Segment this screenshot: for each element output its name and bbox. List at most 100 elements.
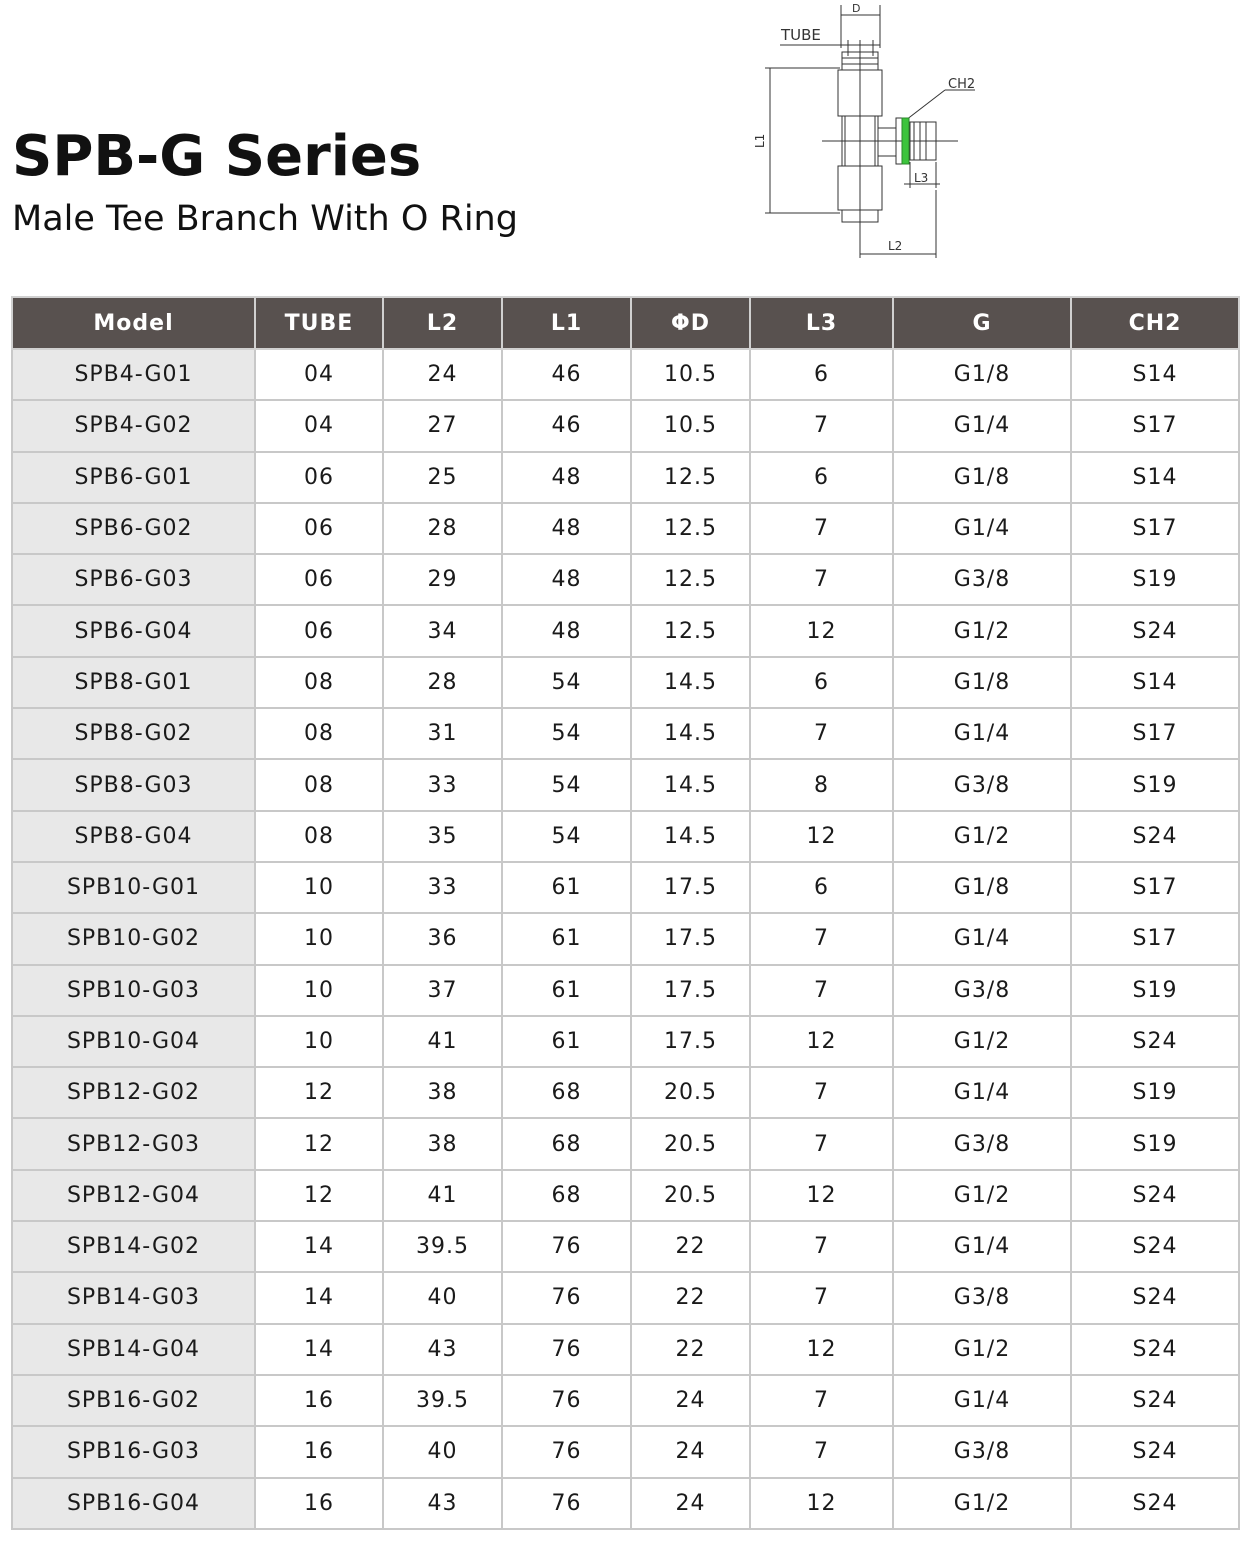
cell-l3: 7: [749, 1271, 894, 1325]
table-row: SPB8-G02 08 31 54 14.5 7 G1/4 S17: [11, 707, 1240, 761]
cell-model: SPB10-G02: [11, 912, 256, 966]
column-header-g: G: [892, 296, 1072, 350]
cell-l3: 12: [749, 1476, 894, 1530]
cell-od: 24: [630, 1425, 751, 1479]
label-l3: L3: [914, 171, 928, 185]
cell-ch2: S14: [1070, 655, 1240, 710]
cell-od: 22: [630, 1322, 751, 1376]
cell-l3: 7: [749, 1425, 894, 1479]
cell-l1: 61: [501, 1014, 632, 1069]
cell-g: G3/8: [892, 758, 1072, 812]
cell-l3: 6: [749, 347, 894, 402]
cell-tube: 06: [254, 501, 384, 556]
table-row: SPB12-G04 12 41 68 20.5 12 G1/2 S24: [11, 1168, 1240, 1223]
cell-model: SPB8-G02: [11, 707, 256, 761]
cell-g: G1/4: [892, 1220, 1072, 1274]
table-row: SPB16-G03 16 40 76 24 7 G3/8 S24: [11, 1425, 1240, 1479]
cell-ch2: S24: [1070, 1476, 1240, 1530]
cell-model: SPB16-G03: [11, 1425, 256, 1479]
cell-ch2: S24: [1070, 1014, 1240, 1069]
cell-l1: 76: [501, 1271, 632, 1325]
cell-g: G1/2: [892, 1322, 1072, 1376]
cell-tube: 12: [254, 1168, 384, 1223]
cell-g: G1/8: [892, 450, 1072, 504]
cell-od: 17.5: [630, 860, 751, 915]
cell-l1: 54: [501, 655, 632, 710]
cell-l2: 39.5: [382, 1373, 503, 1428]
table-row: SPB10-G01 10 33 61 17.5 6 G1/8 S17: [11, 860, 1240, 915]
cell-g: G1/2: [892, 1476, 1072, 1530]
cell-od: 10.5: [630, 347, 751, 402]
table-header-row: Model TUBE L2 L1 ΦD L3 G CH2: [11, 296, 1240, 350]
cell-tube: 10: [254, 860, 384, 915]
cell-od: 20.5: [630, 1066, 751, 1120]
table-row: SPB6-G01 06 25 48 12.5 6 G1/8 S14: [11, 450, 1240, 504]
cell-g: G1/2: [892, 604, 1072, 658]
cell-l1: 68: [501, 1066, 632, 1120]
cell-l3: 7: [749, 1220, 894, 1274]
cell-l2: 33: [382, 860, 503, 915]
cell-l2: 29: [382, 553, 503, 607]
column-header-ch2: CH2: [1070, 296, 1240, 350]
label-l1: L1: [753, 134, 767, 148]
cell-l2: 36: [382, 912, 503, 966]
cell-ch2: S19: [1070, 1066, 1240, 1120]
cell-ch2: S17: [1070, 399, 1240, 453]
cell-l1: 76: [501, 1425, 632, 1479]
spec-table: Model TUBE L2 L1 ΦD L3 G CH2 SPB4-G01 04 2…: [11, 296, 1240, 1530]
cell-l2: 34: [382, 604, 503, 658]
cell-l1: 54: [501, 707, 632, 761]
table-row: SPB14-G03 14 40 76 22 7 G3/8 S24: [11, 1271, 1240, 1325]
cell-l1: 46: [501, 347, 632, 402]
cell-od: 22: [630, 1220, 751, 1274]
cell-model: SPB6-G04: [11, 604, 256, 658]
cell-od: 14.5: [630, 707, 751, 761]
cell-l2: 25: [382, 450, 503, 504]
cell-tube: 16: [254, 1425, 384, 1479]
cell-model: SPB16-G02: [11, 1373, 256, 1428]
cell-model: SPB14-G03: [11, 1271, 256, 1325]
cell-l2: 24: [382, 347, 503, 402]
cell-g: G3/8: [892, 1117, 1072, 1171]
fitting-diagram: D TUBE CH2 G L1 L3 L2: [753, 2, 975, 258]
cell-g: G1/4: [892, 912, 1072, 966]
table-row: SPB4-G01 04 24 46 10.5 6 G1/8 S14: [11, 347, 1240, 402]
column-header-l3: L3: [749, 296, 894, 350]
cell-model: SPB12-G04: [11, 1168, 256, 1223]
cell-l3: 12: [749, 1168, 894, 1223]
cell-g: G1/2: [892, 1168, 1072, 1223]
table-row: SPB6-G02 06 28 48 12.5 7 G1/4 S17: [11, 501, 1240, 556]
cell-ch2: S14: [1070, 450, 1240, 504]
cell-model: SPB6-G01: [11, 450, 256, 504]
cell-model: SPB10-G01: [11, 860, 256, 915]
cell-l3: 6: [749, 860, 894, 915]
cell-tube: 06: [254, 450, 384, 504]
cell-tube: 04: [254, 347, 384, 402]
cell-ch2: S17: [1070, 912, 1240, 966]
table-row: SPB10-G04 10 41 61 17.5 12 G1/2 S24: [11, 1014, 1240, 1069]
table-row: SPB6-G03 06 29 48 12.5 7 G3/8 S19: [11, 553, 1240, 607]
cell-od: 10.5: [630, 399, 751, 453]
cell-tube: 08: [254, 809, 384, 863]
page-title: SPB-G Series: [12, 124, 422, 189]
cell-g: G1/2: [892, 1014, 1072, 1069]
table-row: SPB14-G02 14 39.5 76 22 7 G1/4 S24: [11, 1220, 1240, 1274]
cell-l2: 28: [382, 655, 503, 710]
cell-l2: 31: [382, 707, 503, 761]
cell-model: SPB6-G02: [11, 501, 256, 556]
cell-ch2: S24: [1070, 1168, 1240, 1223]
cell-l2: 38: [382, 1117, 503, 1171]
cell-od: 20.5: [630, 1117, 751, 1171]
cell-l1: 61: [501, 963, 632, 1017]
cell-l1: 61: [501, 860, 632, 915]
cell-l1: 61: [501, 912, 632, 966]
cell-od: 12.5: [630, 501, 751, 556]
cell-g: G1/8: [892, 655, 1072, 710]
cell-l3: 12: [749, 1322, 894, 1376]
cell-g: G1/4: [892, 501, 1072, 556]
cell-od: 14.5: [630, 758, 751, 812]
cell-l1: 76: [501, 1476, 632, 1530]
cell-tube: 14: [254, 1271, 384, 1325]
cell-l2: 27: [382, 399, 503, 453]
cell-model: SPB12-G02: [11, 1066, 256, 1120]
